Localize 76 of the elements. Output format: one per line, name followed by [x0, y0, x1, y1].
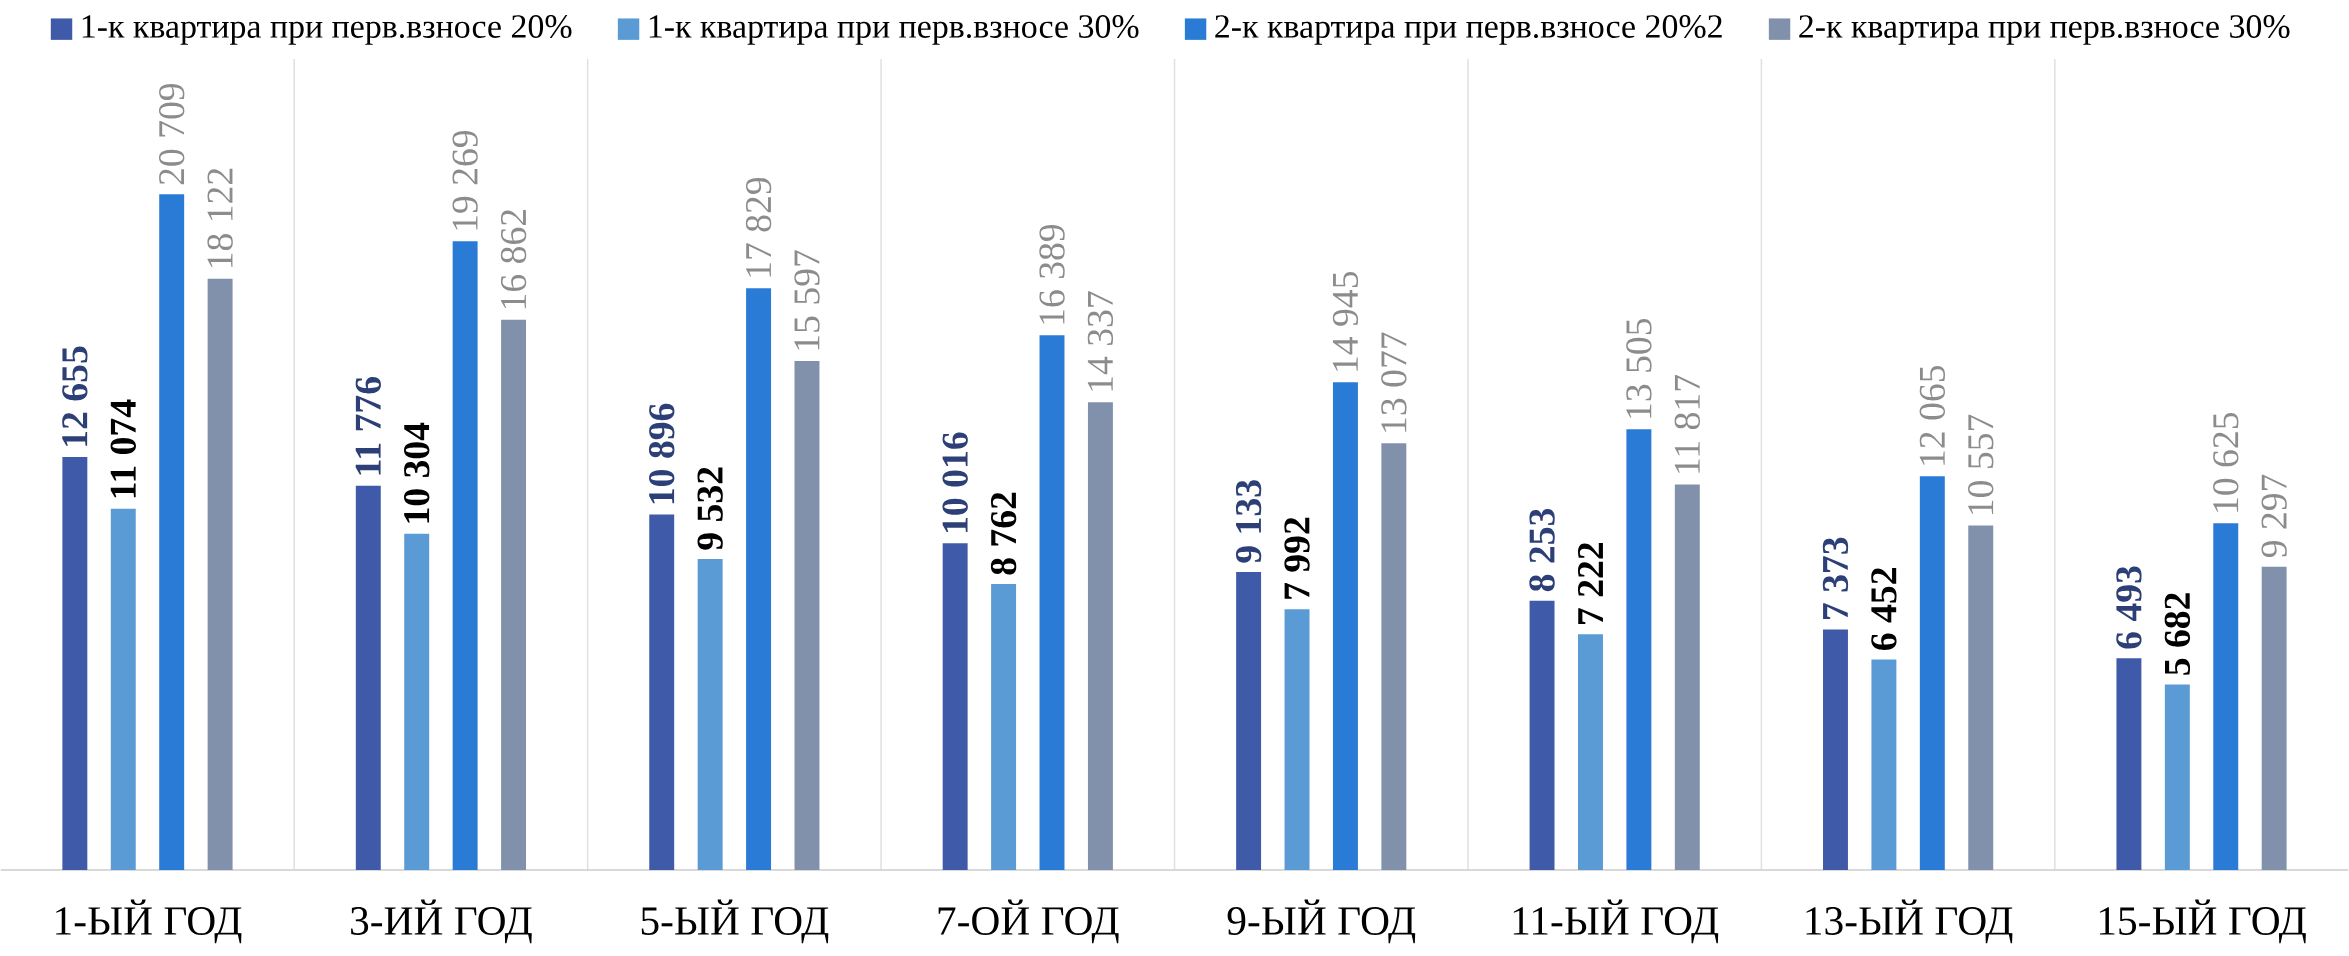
bar — [452, 241, 478, 871]
bar — [649, 514, 675, 871]
data-label: 11 074 — [110, 399, 136, 498]
data-label: 12 655 — [62, 346, 88, 446]
data-label: 20 709 — [158, 83, 185, 185]
data-label: 10 625 — [2213, 412, 2239, 512]
data-label: 14 945 — [1332, 271, 1359, 371]
bar — [2213, 523, 2239, 871]
data-label: 16 389 — [1039, 224, 1065, 324]
bar — [794, 361, 820, 871]
x-tick-label: 5-ЫЙ ГОД — [641, 899, 829, 944]
data-label: 10 557 — [1968, 414, 1994, 514]
bar — [1529, 600, 1555, 871]
data-label: 7 373 — [1822, 537, 1849, 620]
legend-label: 2-к квартира при перв.взносе 20%2 — [1215, 15, 1722, 45]
x-tick-label: 11-ЫЙ ГОД — [1513, 899, 1719, 944]
bar — [697, 559, 723, 871]
x-tick-label: 9-ЫЙ ГОД — [1227, 899, 1416, 944]
data-label: 14 337 — [1087, 291, 1114, 391]
data-label: 6 493 — [2116, 566, 2142, 649]
bar — [1039, 335, 1065, 871]
data-label: 10 016 — [942, 432, 968, 532]
bar — [1626, 429, 1652, 871]
bar — [1577, 634, 1603, 871]
bar — [1381, 443, 1407, 871]
bar — [2164, 684, 2190, 871]
bar — [1823, 629, 1848, 871]
data-label: 5 682 — [2164, 593, 2191, 675]
bar — [501, 319, 527, 871]
data-label: 10 896 — [649, 403, 675, 504]
bar — [159, 194, 185, 871]
bar — [1968, 525, 1994, 871]
data-label: 13 505 — [1626, 318, 1652, 418]
bar — [2261, 566, 2287, 871]
bar — [207, 278, 233, 871]
bar — [404, 533, 430, 871]
x-tick-label: 15-ЫЙ ГОД — [2099, 899, 2306, 944]
bar — [991, 584, 1017, 871]
data-label: 13 077 — [1381, 332, 1407, 432]
bar — [746, 288, 772, 871]
bar — [1674, 484, 1700, 871]
data-label: 8 762 — [990, 492, 1017, 575]
bar — [355, 485, 381, 871]
data-label: 8 253 — [1529, 509, 1555, 592]
bar — [2116, 658, 2142, 871]
bar — [1332, 382, 1358, 871]
data-label: 9 532 — [697, 467, 723, 550]
bar — [1087, 402, 1113, 871]
bar — [942, 543, 968, 871]
data-label: 7 992 — [1284, 517, 1310, 599]
data-label: 16 862 — [500, 210, 527, 309]
bar — [110, 508, 136, 871]
bar — [1236, 572, 1262, 871]
data-label: 12 065 — [1919, 365, 1946, 465]
legend-label: 2-к квартира при перв.взносе 30% — [1799, 15, 2290, 45]
data-label: 10 304 — [404, 422, 430, 523]
data-label: 9 133 — [1235, 480, 1262, 563]
x-tick-label: 3-ИЙ ГОД — [351, 899, 532, 944]
data-label: 9 297 — [2261, 474, 2287, 558]
legend-label: 1-к квартира при перв.взносе 30% — [649, 15, 1139, 45]
data-label: 6 452 — [1871, 568, 1897, 650]
data-label: 18 122 — [207, 168, 233, 268]
data-label: 11 817 — [1674, 375, 1700, 473]
bar — [1871, 659, 1897, 871]
x-tick-label: 7-ОЙ ГОД — [938, 899, 1119, 944]
legend-label: 1-к квартира при перв.взносе 20% — [82, 15, 572, 45]
data-label: 17 829 — [745, 177, 772, 277]
x-tick-label: 13-ЫЙ ГОД — [1806, 899, 2013, 944]
bar — [1919, 476, 1945, 871]
data-label: 19 269 — [452, 130, 478, 230]
data-label: 7 222 — [1578, 542, 1603, 624]
data-label: 11 776 — [355, 377, 381, 475]
data-label: 15 597 — [794, 250, 820, 350]
x-tick-label: 1-ЫЙ ГОД — [56, 899, 242, 944]
bar — [1284, 609, 1310, 871]
bar — [62, 457, 88, 871]
